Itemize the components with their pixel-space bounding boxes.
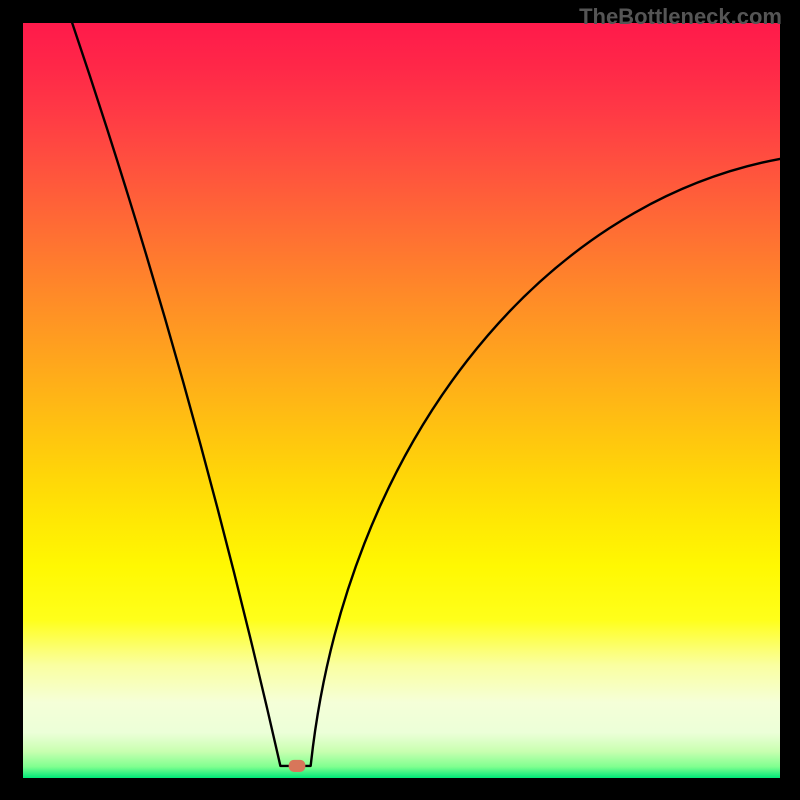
watermark-text: TheBottleneck.com xyxy=(579,4,782,30)
data-marker xyxy=(289,760,306,772)
chart-svg xyxy=(0,0,800,800)
plot-background xyxy=(23,23,780,778)
chart-container: { "watermark": { "text": "TheBottleneck.… xyxy=(0,0,800,800)
